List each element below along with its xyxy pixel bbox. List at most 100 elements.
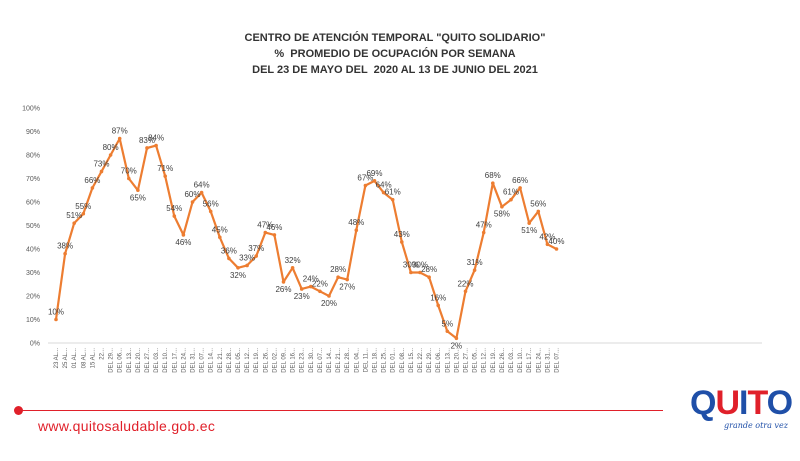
x-tick-label: DEL 05... bbox=[236, 348, 242, 373]
data-point bbox=[554, 247, 559, 251]
y-tick-label: 70% bbox=[26, 176, 40, 183]
data-label: 45% bbox=[212, 225, 228, 234]
y-tick-label: 50% bbox=[26, 223, 40, 230]
x-tick-label: DEL 07... bbox=[200, 348, 206, 373]
logo-tagline: grande otra vez bbox=[724, 421, 788, 430]
y-tick-label: 80% bbox=[26, 153, 40, 160]
data-label: 43% bbox=[394, 230, 410, 239]
x-tick-label: DEL 18... bbox=[373, 348, 379, 373]
data-label: 66% bbox=[512, 176, 528, 185]
data-label: 30% bbox=[403, 261, 419, 270]
data-point bbox=[536, 209, 541, 214]
data-label: 36% bbox=[221, 246, 237, 255]
y-tick-label: 100% bbox=[22, 106, 40, 113]
data-point bbox=[309, 284, 313, 289]
y-axis-ticks: 0% 10% 20% 30% 40% 50% 60% 70% 80% 90% 100% bbox=[22, 106, 40, 348]
data-label: 26% bbox=[275, 285, 291, 294]
x-tick-label: DEL 12... bbox=[482, 348, 488, 373]
x-tick-label: DEL 29... bbox=[109, 348, 115, 373]
x-tick-label: DEL 28... bbox=[345, 348, 351, 373]
data-point bbox=[227, 256, 231, 261]
data-point bbox=[327, 294, 331, 298]
footer-divider bbox=[18, 410, 663, 411]
data-point bbox=[454, 336, 459, 341]
data-label: 31% bbox=[467, 258, 483, 267]
data-label: 22% bbox=[457, 279, 473, 288]
y-tick-label: 30% bbox=[26, 270, 40, 277]
logo-wordmark: QUITO bbox=[690, 384, 793, 422]
data-point bbox=[418, 270, 422, 275]
data-label: 27% bbox=[339, 283, 355, 292]
x-tick-label: DEL 06... bbox=[118, 348, 124, 373]
data-point bbox=[409, 270, 413, 275]
data-label: 37% bbox=[248, 244, 264, 253]
chart-title: CENTRO DE ATENCIÓN TEMPORAL "QUITO SOLID… bbox=[0, 30, 790, 78]
data-point bbox=[318, 289, 322, 294]
data-point bbox=[90, 186, 95, 190]
data-point bbox=[108, 153, 113, 157]
footer-url-link[interactable]: www.quitosaludable.gob.ec bbox=[38, 418, 216, 434]
x-tick-label: DEL 12... bbox=[245, 348, 251, 373]
x-tick-label: DEL 05... bbox=[473, 348, 479, 373]
data-point bbox=[381, 190, 386, 195]
data-point bbox=[172, 214, 177, 218]
data-label: 24% bbox=[303, 275, 319, 284]
data-point bbox=[163, 174, 167, 178]
chart-title-line-2: % PROMEDIO DE OCUPACIÓN POR SEMANA bbox=[274, 48, 516, 60]
data-point bbox=[145, 146, 149, 150]
x-tick-label: DEL 22... bbox=[418, 348, 424, 373]
data-label: 32% bbox=[230, 271, 246, 280]
data-label: 32% bbox=[285, 256, 301, 265]
data-point bbox=[472, 268, 477, 272]
x-tick-label: DEL 01... bbox=[391, 348, 397, 373]
data-label: 56% bbox=[530, 199, 546, 208]
x-tick-label: DEL 13... bbox=[127, 348, 133, 373]
data-label: 54% bbox=[166, 204, 182, 213]
data-point bbox=[272, 233, 277, 237]
x-tick-label: 23 AL... bbox=[54, 348, 60, 369]
data-label: 30% bbox=[412, 261, 428, 270]
data-point bbox=[363, 183, 368, 188]
y-tick-label: 20% bbox=[26, 294, 40, 301]
x-tick-label: DEL 20... bbox=[136, 348, 142, 373]
data-label: 73% bbox=[93, 159, 109, 168]
y-tick-label: 0% bbox=[30, 341, 40, 348]
data-point bbox=[372, 179, 377, 183]
quito-logo: QUITO grande otra vez bbox=[690, 383, 793, 443]
data-point bbox=[190, 200, 195, 204]
data-point bbox=[463, 289, 468, 294]
chart-title-line-1: CENTRO DE ATENCIÓN TEMPORAL "QUITO SOLID… bbox=[244, 32, 546, 44]
data-point bbox=[208, 209, 213, 214]
data-point bbox=[181, 233, 186, 237]
data-point bbox=[436, 303, 441, 308]
data-point bbox=[136, 188, 140, 193]
y-tick-label: 60% bbox=[26, 200, 40, 207]
data-point bbox=[199, 190, 204, 195]
data-label: 33% bbox=[239, 253, 255, 262]
data-label: 68% bbox=[485, 171, 501, 180]
x-tick-label: DEL 10... bbox=[518, 348, 524, 373]
x-tick-label: DEL 28... bbox=[227, 348, 233, 373]
data-label: 61% bbox=[385, 188, 401, 197]
x-tick-label: DEL 27... bbox=[145, 348, 151, 373]
data-point bbox=[218, 235, 222, 240]
data-label: 84% bbox=[148, 134, 164, 143]
data-point bbox=[236, 266, 240, 270]
data-label: 64% bbox=[194, 181, 210, 190]
data-label: 23% bbox=[294, 292, 310, 301]
y-tick-label: 90% bbox=[26, 129, 40, 136]
data-label: 61% bbox=[503, 188, 519, 197]
x-tick-label: 25 AL... bbox=[63, 348, 69, 369]
data-label: 87% bbox=[112, 127, 128, 136]
data-label: 69% bbox=[366, 169, 382, 178]
x-tick-label: DEL 07... bbox=[555, 348, 561, 373]
x-tick-label: 15 AL... bbox=[90, 348, 96, 369]
data-label: 65% bbox=[130, 193, 146, 202]
data-point bbox=[509, 197, 513, 202]
data-point bbox=[518, 186, 522, 190]
data-labels: 10%38%51%55%66%73%80%87%70%65%83%84%71%5… bbox=[48, 127, 565, 351]
data-label: 70% bbox=[121, 167, 137, 176]
data-point bbox=[281, 280, 286, 284]
x-tick-label: DEL 11... bbox=[363, 348, 369, 373]
data-point bbox=[63, 251, 67, 256]
